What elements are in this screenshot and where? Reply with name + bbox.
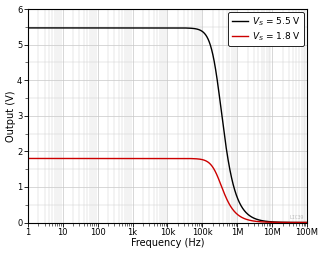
Y-axis label: Output (V): Output (V) (6, 90, 16, 141)
X-axis label: Frequency (Hz): Frequency (Hz) (131, 239, 204, 248)
Legend: $V_S$ = 5.5 V, $V_S$ = 1.8 V: $V_S$ = 5.5 V, $V_S$ = 1.8 V (228, 12, 304, 46)
Text: LIC39: LIC39 (290, 215, 304, 220)
